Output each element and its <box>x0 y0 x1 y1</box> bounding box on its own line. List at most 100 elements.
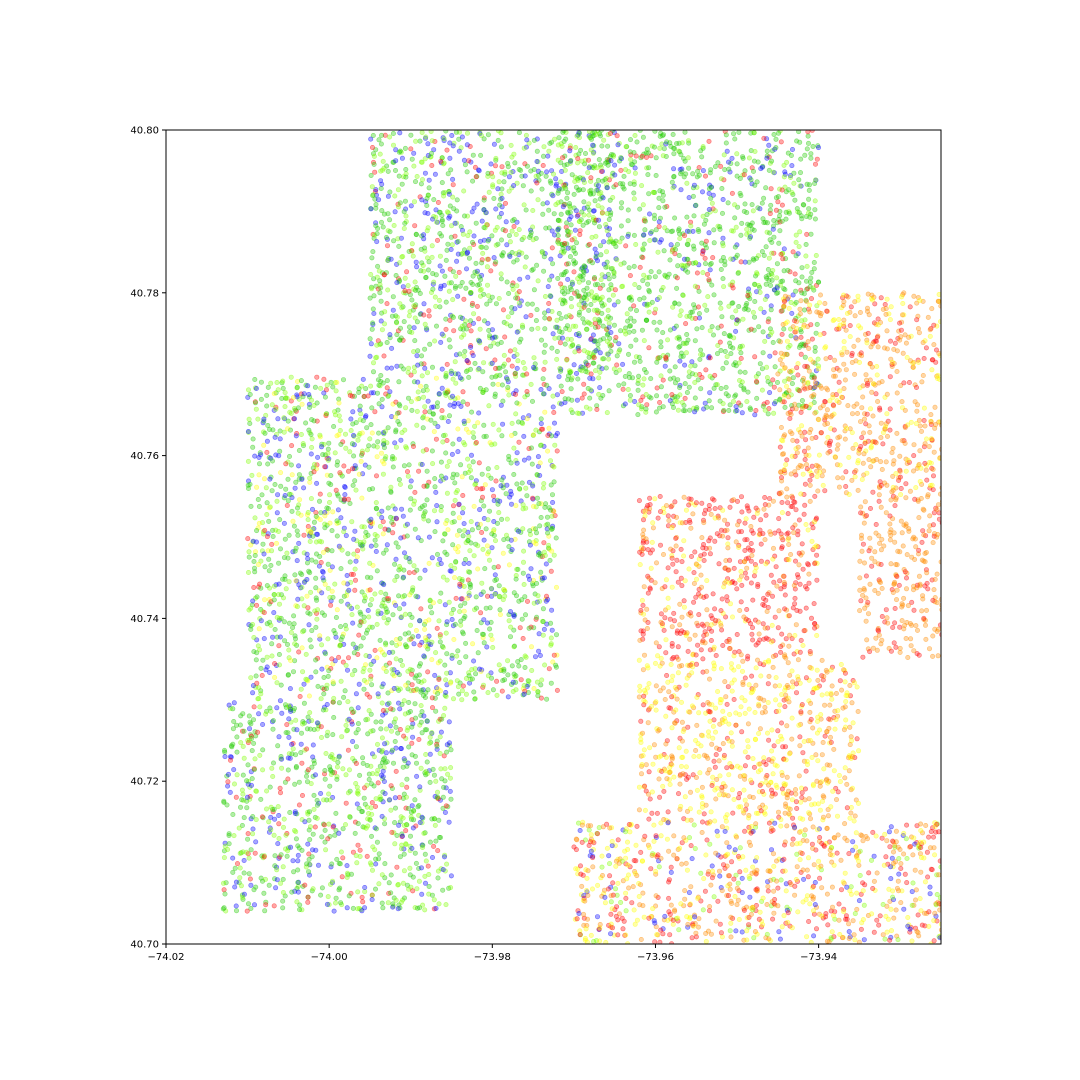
scatter-point <box>405 760 411 766</box>
scatter-point <box>543 598 549 604</box>
scatter-point <box>685 256 691 262</box>
scatter-point <box>625 386 631 392</box>
scatter-point <box>535 197 541 203</box>
scatter-point <box>289 889 295 895</box>
scatter-point <box>304 551 310 557</box>
scatter-point <box>269 641 275 647</box>
scatter-point <box>421 413 427 419</box>
scatter-point <box>241 755 247 761</box>
scatter-point <box>661 248 667 254</box>
scatter-point <box>453 595 459 601</box>
scatter-point <box>651 190 657 196</box>
scatter-point <box>443 257 449 263</box>
scatter-point <box>309 854 315 860</box>
scatter-point <box>638 397 644 403</box>
scatter-point <box>443 316 449 322</box>
scatter-point <box>577 219 583 225</box>
scatter-point <box>255 561 261 567</box>
scatter-point <box>595 203 601 209</box>
scatter-point <box>345 699 351 705</box>
scatter-point <box>618 167 624 173</box>
scatter-point <box>511 216 517 222</box>
scatter-point <box>367 624 373 630</box>
scatter-point <box>519 480 525 486</box>
scatter-point <box>359 430 365 436</box>
scatter-point <box>568 377 574 383</box>
scatter-point <box>403 213 409 219</box>
scatter-point <box>550 193 556 199</box>
scatter-point <box>432 672 438 678</box>
scatter-point <box>505 672 511 678</box>
scatter-point <box>464 142 470 148</box>
scatter-point <box>328 473 334 479</box>
scatter-point <box>309 436 315 442</box>
scatter-point <box>707 328 713 334</box>
scatter-point <box>324 901 330 907</box>
scatter-point <box>259 878 265 884</box>
scatter-point <box>445 527 451 533</box>
scatter-point <box>431 508 437 514</box>
scatter-point <box>711 227 717 233</box>
scatter-point <box>398 535 404 541</box>
scatter-point <box>379 900 385 906</box>
scatter-point <box>429 854 435 860</box>
scatter-point <box>282 390 288 396</box>
scatter-point <box>597 337 603 343</box>
scatter-point <box>383 726 389 732</box>
scatter-point <box>251 887 257 893</box>
scatter-point <box>237 850 243 856</box>
scatter-point <box>446 337 452 343</box>
scatter-point <box>419 353 425 359</box>
scatter-point <box>530 495 536 501</box>
scatter-point <box>506 290 512 296</box>
scatter-point <box>478 610 484 616</box>
scatter-point <box>678 187 684 193</box>
scatter-point <box>573 240 579 246</box>
scatter-point <box>234 749 240 755</box>
scatter-point <box>641 241 647 247</box>
scatter-point <box>461 521 467 527</box>
scatter-point <box>621 328 627 334</box>
scatter-point <box>246 416 252 422</box>
scatter-point <box>283 730 289 736</box>
scatter-point <box>505 357 511 363</box>
scatter-point <box>366 464 372 470</box>
scatter-point <box>522 664 528 670</box>
scatter-point <box>253 385 259 391</box>
scatter-point <box>296 649 302 655</box>
scatter-point <box>313 847 319 853</box>
scatter-point <box>489 374 495 380</box>
scatter-point <box>774 275 780 281</box>
scatter-point <box>420 388 426 394</box>
scatter-point <box>374 354 380 360</box>
scatter-point <box>403 828 409 834</box>
scatter-point <box>551 464 557 470</box>
scatter-point <box>387 723 393 729</box>
scatter-point <box>608 329 614 335</box>
scatter-point <box>374 444 380 450</box>
scatter-point <box>449 242 455 248</box>
scatter-point <box>477 507 483 513</box>
scatter-point <box>271 592 277 598</box>
scatter-point <box>332 412 338 418</box>
scatter-point <box>382 309 388 315</box>
scatter-point <box>501 587 507 593</box>
scatter-point <box>301 391 307 397</box>
scatter-point <box>764 155 770 161</box>
scatter-point <box>388 807 394 813</box>
scatter-point <box>281 429 287 435</box>
scatter-point <box>505 314 511 320</box>
scatter-point <box>254 539 260 545</box>
scatter-point <box>538 514 544 520</box>
scatter-point <box>636 354 642 360</box>
scatter-point <box>264 500 270 506</box>
scatter-point <box>373 861 379 867</box>
scatter-point <box>252 453 258 459</box>
scatter-point <box>222 747 228 753</box>
scatter-point <box>443 630 449 636</box>
scatter-point <box>637 296 643 302</box>
scatter-point <box>767 353 773 359</box>
scatter-point <box>676 253 682 259</box>
scatter-point <box>499 382 505 388</box>
scatter-point <box>304 746 310 752</box>
